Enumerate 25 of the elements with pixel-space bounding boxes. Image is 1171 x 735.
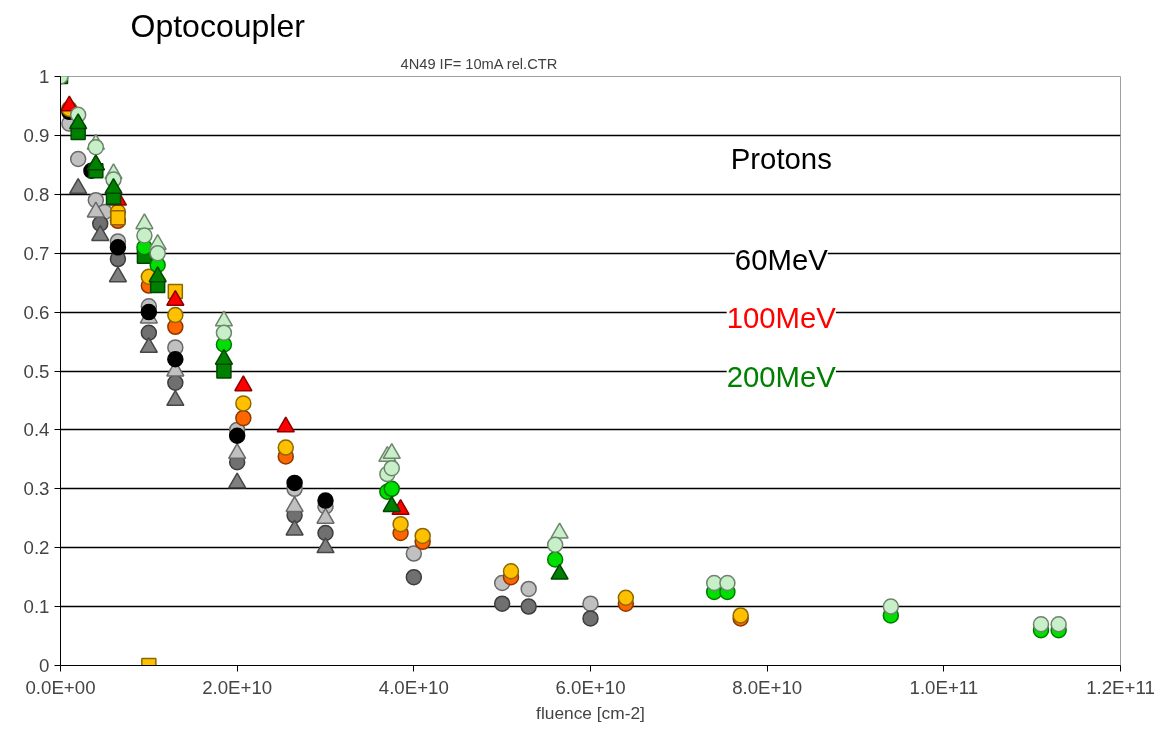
text: 60MeV [734, 242, 829, 276]
text: 100MeV [726, 301, 837, 335]
y-tick-label: 0.2 [23, 537, 50, 559]
x-axis-title: fluence [cm-2] [536, 702, 645, 723]
chart-title: Optocoupler [130, 7, 306, 44]
x-tick-label: 1.0E+11 [909, 676, 979, 698]
y-tick-label: 0 [39, 655, 50, 676]
y-tick-label: 0.6 [23, 301, 50, 323]
x-tick-label: 6.0E+10 [555, 676, 626, 698]
y-tick-label: 0.8 [23, 183, 50, 205]
x-tick-label: 2.0E+10 [202, 676, 273, 698]
y-tick-label: 0.1 [23, 596, 50, 618]
y-tick-label: 0.5 [23, 360, 50, 382]
x-tick-label: 0.0E+00 [25, 676, 96, 698]
x-tick-label: 8.0E+10 [732, 676, 803, 698]
x-tick-label: 1.2E+11 [1086, 676, 1155, 698]
annotation: Protons [730, 142, 832, 176]
y-tick-label: 0.7 [23, 242, 50, 264]
chart-subtitle: 4N49 IF= 10mA rel.CTR [400, 55, 558, 72]
x-tick-label: 4.0E+10 [378, 676, 449, 698]
text: 200MeV [726, 360, 837, 394]
y-tick-label: 0.4 [23, 419, 50, 441]
y-tick-label: 0.9 [23, 124, 50, 146]
y-tick-label: 0.3 [23, 478, 50, 500]
y-tick-label: 1 [39, 66, 50, 87]
